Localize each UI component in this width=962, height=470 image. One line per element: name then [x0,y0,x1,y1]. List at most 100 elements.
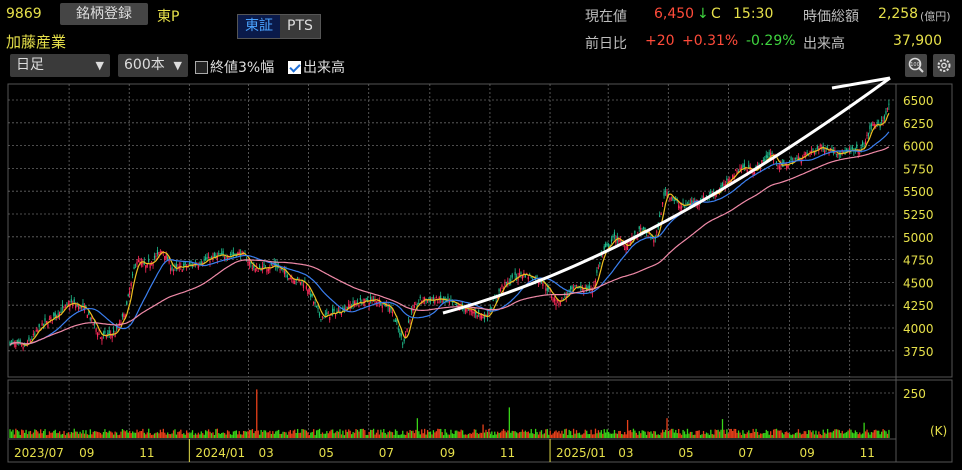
volume-bar [631,432,633,438]
volume-bar [691,431,693,438]
volume-bar [456,430,458,438]
candle-body [794,158,797,160]
candle-body [241,251,243,255]
volume-bar [602,433,604,438]
candle-body [19,340,21,344]
bars-select[interactable]: 600本 ▼ [118,54,188,77]
candle-body [353,301,356,306]
volume-bar [305,430,308,438]
candle-body [872,124,874,126]
candle-body [35,330,37,332]
bars-value: 600本 [124,57,165,73]
volume-bar [16,430,18,438]
volume-bar [70,432,72,438]
volume-bar [77,433,80,438]
candle-body [806,152,808,154]
tab-pts[interactable]: PTS [280,15,320,38]
volume-checkbox[interactable]: 出来高 [288,57,345,77]
volume-bar [351,434,353,438]
volume-bar [800,434,802,438]
candle-body [888,103,890,105]
volume-bar [193,434,195,438]
candle-body [456,303,458,305]
candle-body [734,169,737,171]
candle-body [269,267,271,270]
volume-bar [637,434,639,438]
x-tick-label: 07 [738,446,753,460]
volume-bar [237,434,239,438]
candle-body [880,120,883,122]
volume-bar [530,429,532,438]
volume-bar [159,429,162,438]
volume-bar [841,430,843,438]
candle-body [132,274,134,276]
x-tick-label: 03 [258,446,273,460]
volume-bar [85,430,87,438]
volume-bar [72,432,74,438]
volume-bar [324,433,327,438]
register-stock-button[interactable]: 銘柄登録 [60,3,148,25]
candle-body [272,265,274,267]
volume-bar [412,430,414,438]
volume-bar [772,429,775,438]
candle-body [47,323,49,328]
market-label: 東P [157,9,180,25]
candle-body [104,330,106,334]
settings-button[interactable] [933,54,955,77]
volume-bar [791,434,794,438]
volume-bar [108,430,110,438]
volume-bar [272,431,274,438]
candle-body [765,154,767,158]
candle-body [413,305,415,308]
candle-body [610,239,613,242]
volume-bar [228,431,230,438]
volume-bar [99,432,102,438]
volume-bar [294,429,296,438]
volume-bar [570,431,572,438]
candle-body [225,257,227,259]
volume-bar [38,433,40,438]
candle-body [770,152,772,157]
volume-bar [207,429,210,438]
candle-body [442,297,445,300]
zoom-button[interactable]: 100 [905,54,927,77]
volume-bar [648,432,651,438]
volume-bar [482,424,484,438]
candle-body [873,123,875,127]
volume-bar [164,432,166,438]
volume-bar [26,434,29,438]
candle-body [323,317,325,319]
volume-bar [242,430,245,438]
volume-bar [225,434,227,438]
volume-bar [278,429,280,438]
volume-bar [442,435,445,438]
candle-body [691,200,693,203]
period-select[interactable]: 日足 ▼ [10,54,110,77]
volume-bar [355,429,357,438]
volume-bar [51,432,54,438]
candle-body [38,324,40,328]
candle-body [720,184,722,189]
candle-body [311,294,313,296]
candle-body [553,298,556,302]
change-value: +20 [645,33,675,49]
candle-body [88,310,90,315]
volume-bar [88,434,90,438]
volume-bar [145,434,147,438]
volume-bar [451,433,454,438]
candle-body [285,270,287,274]
volume-bar [431,434,433,438]
volume-bar [150,434,153,438]
close-3pct-checkbox[interactable]: 終値3%幅 [195,57,274,77]
tab-tse[interactable]: 東証 [238,15,280,38]
volume-bar [564,429,566,438]
volume-bar [333,433,335,438]
volume-bar [723,429,725,438]
candle-body [837,154,839,156]
candle-body [215,255,217,257]
volume-bar [40,429,42,438]
volume-bar [768,434,770,438]
candle-body [80,306,83,308]
volume-bar [838,430,840,438]
volume-bar [476,432,478,438]
